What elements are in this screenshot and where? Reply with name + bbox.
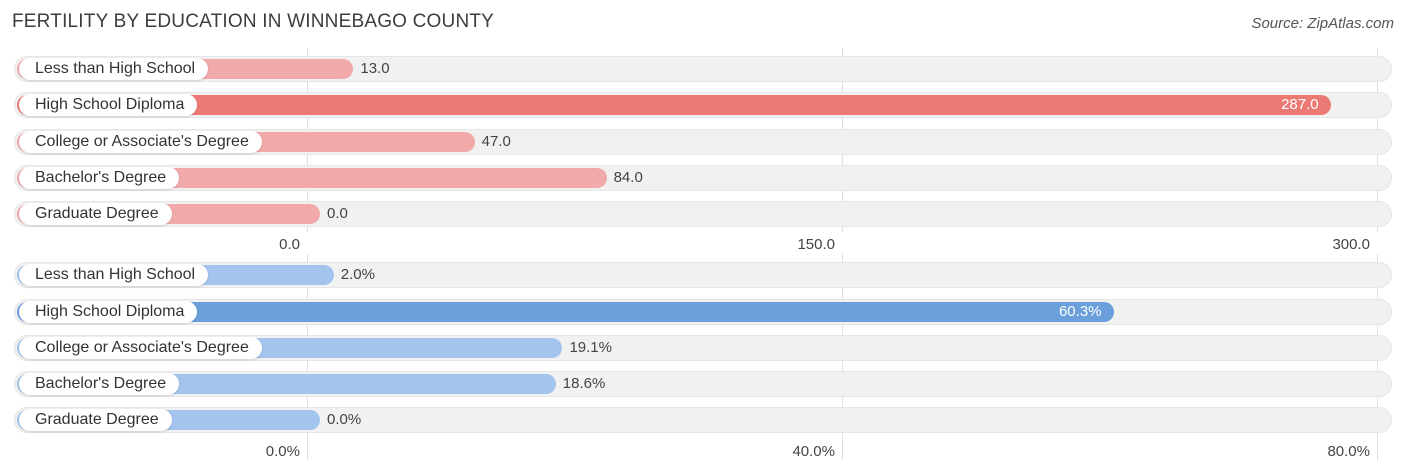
- value-label: 2.0%: [340, 266, 375, 283]
- value-label: 287.0: [1281, 96, 1319, 113]
- category-label: Less than High School: [19, 264, 209, 286]
- value-label: 84.0: [613, 169, 643, 186]
- category-label: High School Diploma: [19, 94, 198, 116]
- bar: [17, 95, 1331, 115]
- value-label: 0.0%: [327, 411, 362, 428]
- tick-label: 150.0: [797, 236, 835, 253]
- category-label: College or Associate's Degree: [19, 337, 262, 359]
- tick-label: 0.0: [279, 236, 300, 253]
- category-label: Graduate Degree: [19, 203, 172, 225]
- tick-label: 0.0%: [265, 443, 300, 460]
- value-label: 47.0: [481, 133, 511, 150]
- tick-label: 300.0: [1332, 236, 1370, 253]
- tick-label: 40.0%: [792, 443, 835, 460]
- chart-title: FERTILITY BY EDUCATION IN WINNEBAGO COUN…: [12, 11, 495, 32]
- category-label: High School Diploma: [19, 301, 198, 323]
- category-label: Graduate Degree: [19, 409, 172, 431]
- value-label: 19.1%: [569, 339, 612, 356]
- category-label: Bachelor's Degree: [19, 373, 180, 395]
- value-label: 18.6%: [562, 375, 606, 392]
- source-note: Source: ZipAtlas.com: [1251, 15, 1394, 32]
- category-label: Bachelor's Degree: [19, 167, 180, 189]
- value-label: 0.0: [327, 205, 348, 222]
- bar: [17, 302, 1114, 322]
- category-label: Less than High School: [19, 58, 209, 80]
- value-label: 13.0: [360, 60, 390, 77]
- value-label: 60.3%: [1058, 303, 1102, 320]
- category-label: College or Associate's Degree: [19, 131, 262, 153]
- fertility-count-chart: Less than High School 13.0 High School Dip…: [14, 48, 1392, 253]
- tick-label: 80.0%: [1327, 443, 1370, 460]
